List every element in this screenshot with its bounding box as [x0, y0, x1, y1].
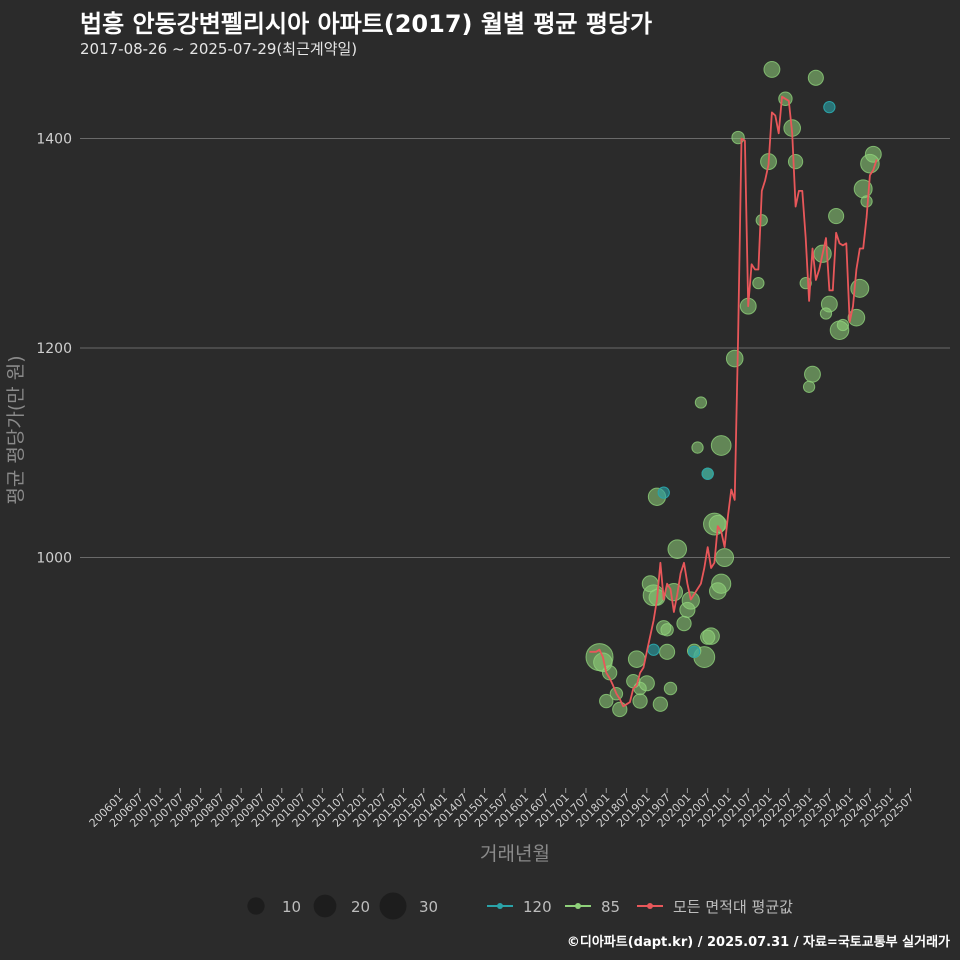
data-point-85 — [632, 693, 648, 709]
data-point-120 — [657, 486, 670, 499]
data-point-85 — [864, 145, 882, 163]
data-point-120 — [823, 100, 836, 114]
legend-size-label: 30 — [419, 898, 438, 916]
y-tick-label: 1200 — [36, 341, 72, 357]
legend-series-label: 85 — [601, 898, 620, 916]
data-point-85 — [663, 681, 678, 696]
data-point-120 — [688, 645, 701, 658]
chart-title: 법흥 안동강변펠리시아 아파트(2017) 월별 평균 평당가 — [80, 10, 653, 38]
data-point-85 — [691, 441, 704, 454]
data-point-120 — [701, 467, 714, 480]
legend-point-swatch — [647, 903, 653, 909]
y-axis: 1000 1200 1400 — [36, 132, 72, 567]
data-point-85 — [752, 276, 765, 290]
data-point-85 — [715, 548, 735, 568]
data-point-85 — [652, 696, 668, 712]
y-tick-label: 1400 — [36, 132, 72, 148]
legend: 10 20 30 120 85 모든 면적대 평균값 — [247, 892, 793, 920]
data-point-85 — [828, 208, 845, 225]
data-point-85 — [659, 643, 676, 660]
data-point-85 — [802, 380, 816, 393]
data-point-85 — [755, 214, 768, 227]
data-point-85 — [820, 295, 838, 313]
legend-size-label: 10 — [282, 898, 301, 916]
data-point-85 — [725, 349, 744, 368]
data-point-85 — [731, 130, 745, 145]
average-line-path — [589, 95, 878, 708]
y-tick-label: 1000 — [36, 551, 72, 567]
data-point-85 — [633, 681, 647, 696]
data-point-85 — [763, 60, 781, 78]
data-point-85 — [807, 69, 824, 86]
scatter-points — [585, 60, 882, 718]
legend-point-swatch — [497, 903, 503, 909]
legend-series-label: 모든 면적대 평균값 — [673, 898, 793, 916]
x-axis: 2006012006072007012007072008012008072009… — [87, 788, 917, 830]
legend-size-circle — [247, 897, 265, 915]
data-point-85 — [711, 573, 732, 594]
legend-point-swatch — [575, 903, 581, 909]
data-point-85 — [676, 615, 692, 632]
chart-subtitle: 2017-08-26 ~ 2025-07-29(최근계약일) — [80, 40, 358, 58]
x-axis-label: 거래년월 — [480, 843, 550, 865]
footer-credit: ©디아파트(dapt.kr) / 2025.07.31 / 자료=국토교통부 실… — [566, 935, 950, 950]
legend-size-circle — [313, 894, 337, 918]
data-point-85 — [860, 195, 873, 208]
data-point-85 — [660, 623, 674, 637]
data-point-85 — [836, 318, 850, 332]
data-point-120 — [647, 643, 660, 656]
data-point-85 — [710, 435, 732, 456]
data-point-85 — [627, 650, 646, 668]
legend-size-circle — [379, 892, 407, 920]
gridlines — [80, 138, 950, 559]
y-axis-label: 평균 평당가(만 원) — [5, 355, 27, 504]
data-point-85 — [681, 591, 700, 610]
data-point-85 — [787, 153, 804, 170]
legend-series-label: 120 — [523, 898, 552, 916]
legend-size-label: 20 — [351, 898, 370, 916]
data-point-85 — [702, 627, 720, 645]
data-point-85 — [694, 396, 708, 409]
average-line — [589, 95, 878, 708]
data-point-85 — [667, 539, 688, 559]
data-point-85 — [804, 365, 821, 383]
data-point-85 — [599, 693, 614, 709]
